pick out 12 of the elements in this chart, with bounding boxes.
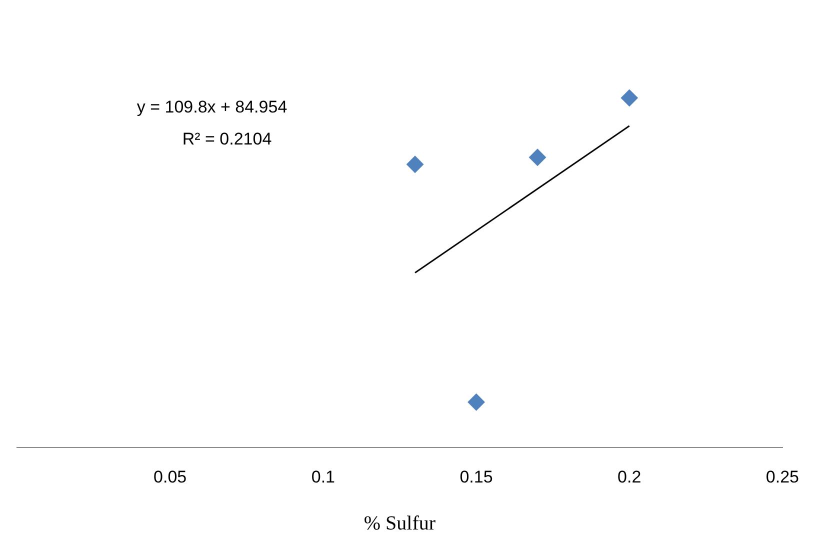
x-axis-title: % Sulfur [364, 512, 436, 534]
point [468, 394, 485, 411]
point [406, 156, 424, 173]
point [620, 89, 638, 106]
x-tick-label: 0.05 [154, 467, 187, 486]
annotation: R² = 0.2104 [182, 130, 272, 149]
x-tick-label: 0.2 [618, 467, 642, 486]
x-tick-label: 0.1 [311, 467, 336, 486]
point [529, 148, 546, 166]
x-tick-label: 0.25 [766, 467, 800, 486]
annotation: y = 109.8x + 84.954 [136, 98, 288, 117]
x-tick-label: 0.15 [460, 467, 493, 486]
